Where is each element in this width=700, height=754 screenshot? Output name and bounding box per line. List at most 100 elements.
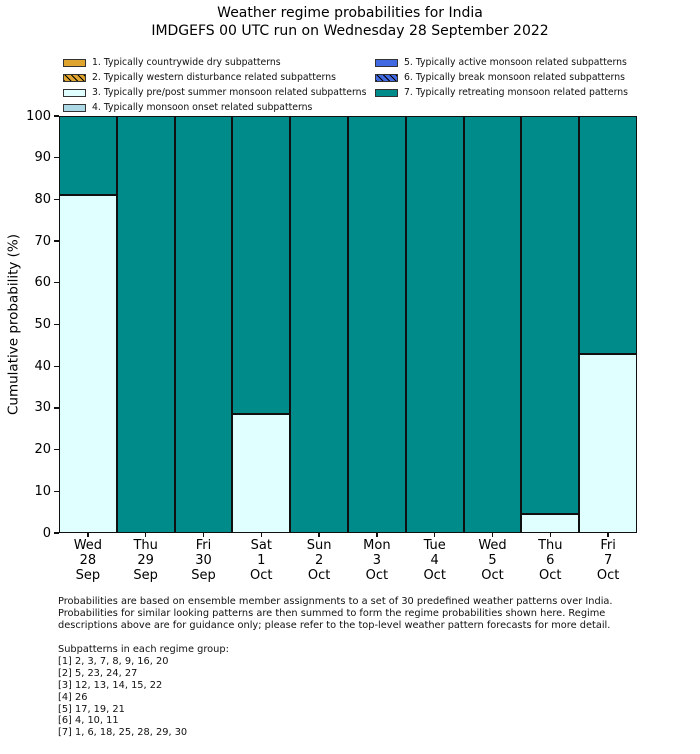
legend-label: 4. Typically monsoon onset related subpa… xyxy=(92,102,313,113)
legend-label: 1. Typically countrywide dry subpatterns xyxy=(92,57,281,68)
legend-item: 2. Typically western disturbance related… xyxy=(63,70,366,85)
x-tick-label: Thu 6 Oct xyxy=(538,538,563,583)
y-tick xyxy=(54,532,59,534)
bar-segment xyxy=(232,116,291,415)
x-tick xyxy=(87,533,89,537)
x-tick xyxy=(376,533,378,537)
x-tick-label: Sat 1 Oct xyxy=(250,538,273,583)
bar-segment xyxy=(405,116,464,533)
subpattern-group: [6] 4, 10, 11 xyxy=(58,715,119,727)
x-tick-label: Tue 4 Oct xyxy=(423,538,446,583)
subpattern-group: [4] 26 xyxy=(58,691,88,703)
x-tick-label: Thu 29 Sep xyxy=(133,538,158,583)
bar-segment xyxy=(116,116,175,533)
bar-Tue-4-Oct xyxy=(405,116,464,533)
subpatterns-block: Subpatterns in each regime group: [1] 2,… xyxy=(58,644,458,739)
legend-swatch-5 xyxy=(375,58,398,67)
x-tick xyxy=(202,533,205,537)
chart-subtitle: IMDGEFS 00 UTC run on Wednesday 28 Septe… xyxy=(151,23,549,39)
bar-Fri-30-Sep xyxy=(174,116,233,533)
bar-Mon-3-Oct xyxy=(348,116,406,533)
y-tick xyxy=(54,407,59,409)
bar-Sun-2-Oct xyxy=(290,116,348,533)
y-tick-label: 60 xyxy=(34,275,51,291)
x-tick-label: Wed 5 Oct xyxy=(478,538,507,583)
bar-segment xyxy=(174,116,233,533)
title-block: Weather regime probabilities for India I… xyxy=(0,4,700,40)
x-tick-label: Mon 3 Oct xyxy=(363,538,391,583)
subpatterns-list: [1] 2, 3, 7, 8, 9, 16, 20 [2] 5, 23, 24, … xyxy=(58,656,458,739)
legend-swatch-7 xyxy=(375,88,398,97)
x-tick xyxy=(607,533,609,537)
subpattern-group: [1] 2, 3, 7, 8, 9, 16, 20 xyxy=(58,655,169,667)
legend-swatch-3 xyxy=(63,88,86,97)
bar-segment xyxy=(463,116,522,533)
legend-label: 5. Typically active monsoon related subp… xyxy=(404,57,627,68)
bar-Thu-6-Oct xyxy=(521,116,580,533)
notes-line: Probabilities are based on ensemble memb… xyxy=(58,596,613,607)
y-tick-label: 10 xyxy=(34,483,51,499)
x-tick xyxy=(318,533,320,537)
subpatterns-title: Subpatterns in each regime group: xyxy=(58,644,229,655)
bar-segment xyxy=(290,116,348,533)
bar-segment xyxy=(521,514,580,533)
legend-item: 3. Typically pre/post summer monsoon rel… xyxy=(63,85,366,100)
y-tick xyxy=(54,282,59,284)
y-tick xyxy=(54,448,59,451)
notes-line: Probabilities for similar looking patter… xyxy=(58,608,606,620)
bar-segment xyxy=(521,116,580,515)
x-tick-label: Sun 2 Oct xyxy=(306,538,332,583)
y-tick-label: 90 xyxy=(34,150,51,166)
bar-Sat-1-Oct xyxy=(232,116,291,533)
x-tick-label: Wed 28 Sep xyxy=(73,538,103,583)
y-tick xyxy=(54,240,59,242)
y-tick-label: 50 xyxy=(34,317,51,332)
x-tick xyxy=(549,533,551,537)
y-tick xyxy=(54,323,59,326)
bar-segment xyxy=(579,353,637,533)
legend-item: 6. Typically break monsoon related subpa… xyxy=(375,70,628,85)
y-tick-label: 100 xyxy=(26,108,51,124)
bar-segment xyxy=(59,195,117,533)
legend-swatch-2 xyxy=(63,73,86,82)
bar-segment xyxy=(232,414,291,533)
legend-column-left: 1. Typically countrywide dry subpatterns… xyxy=(63,55,366,115)
notes-paragraph: Probabilities are based on ensemble memb… xyxy=(58,596,658,633)
bar-Wed-5-Oct xyxy=(463,116,522,533)
chart-title: Weather regime probabilities for India xyxy=(217,5,483,21)
bar-Fri-7-Oct xyxy=(579,116,637,533)
legend-item: 7. Typically retreating monsoon related … xyxy=(375,85,628,100)
bar-Wed-28-Sep xyxy=(59,116,117,533)
y-tick xyxy=(54,365,59,367)
y-tick xyxy=(54,490,59,492)
x-tick-label: Fri 7 Oct xyxy=(596,538,620,583)
y-tick-label: 30 xyxy=(34,400,51,416)
legend-swatch-4 xyxy=(63,103,86,112)
notes-line: descriptions above are for guidance only… xyxy=(58,620,611,632)
y-tick xyxy=(54,157,59,159)
bar-segment xyxy=(59,116,117,196)
y-tick-label: 20 xyxy=(34,442,51,458)
y-tick-label: 80 xyxy=(34,191,51,207)
legend-swatch-6 xyxy=(375,73,398,82)
legend-item: 5. Typically active monsoon related subp… xyxy=(375,55,628,70)
subpattern-group: [5] 17, 19, 21 xyxy=(58,703,125,715)
x-tick xyxy=(434,533,436,537)
y-tick xyxy=(54,115,59,117)
subpattern-group: [7] 1, 6, 18, 25, 28, 29, 30 xyxy=(58,727,188,739)
subpattern-group: [3] 12, 13, 14, 15, 22 xyxy=(58,679,163,691)
y-tick-label: 70 xyxy=(34,233,51,249)
x-tick xyxy=(491,533,494,537)
legend-swatch-1 xyxy=(63,58,86,67)
subpattern-group: [2] 5, 23, 24, 27 xyxy=(58,667,138,679)
bar-Thu-29-Sep xyxy=(116,116,175,533)
legend-label: 6. Typically break monsoon related subpa… xyxy=(404,72,625,83)
bar-segment xyxy=(348,116,406,533)
legend-label: 2. Typically western disturbance related… xyxy=(92,72,336,83)
y-tick-label: 0 xyxy=(42,525,51,541)
legend-label: 7. Typically retreating monsoon related … xyxy=(404,87,629,98)
legend-column-right: 5. Typically active monsoon related subp… xyxy=(375,55,628,100)
x-tick xyxy=(260,533,262,537)
legend-item: 4. Typically monsoon onset related subpa… xyxy=(63,100,366,115)
